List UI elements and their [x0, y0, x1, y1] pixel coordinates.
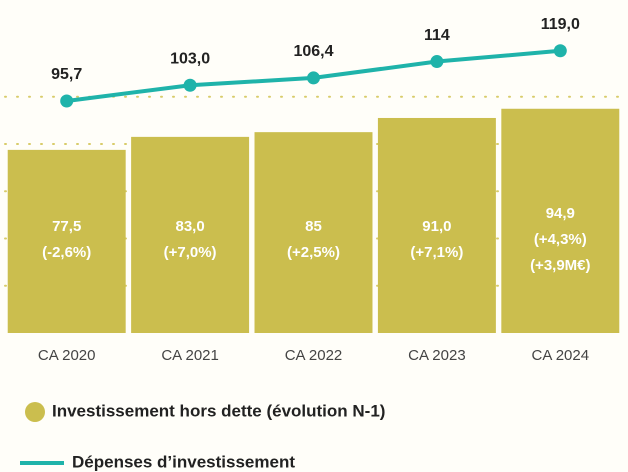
bar-label: (+7,0%) [164, 244, 217, 261]
line-label: 119,0 [541, 16, 580, 33]
bar-label: (+4,3%) [534, 231, 587, 248]
bar-label: 91,0 [422, 218, 451, 235]
bar-label: (+3,9M€) [530, 257, 590, 274]
x-tick-label: CA 2021 [161, 347, 219, 364]
bar-label: (-2,6%) [42, 244, 91, 261]
bar-label: 83,0 [175, 218, 204, 235]
bar [7, 149, 126, 333]
bar-label: (+7,1%) [410, 244, 463, 261]
bar-label: 77,5 [52, 218, 81, 235]
x-tick-label: CA 2024 [532, 347, 590, 364]
bar [501, 108, 620, 333]
line-label: 95,7 [51, 66, 82, 83]
legend-label: Dépenses d’investissement [72, 452, 295, 471]
line-point [307, 71, 320, 85]
line-label: 106,4 [293, 43, 333, 60]
x-tick-label: CA 2023 [408, 347, 466, 364]
bar [131, 136, 250, 333]
line-point [183, 78, 197, 92]
line-label: 103,0 [170, 50, 210, 67]
line-label: 114 [424, 27, 450, 44]
legend-marker [25, 402, 45, 422]
bar [254, 132, 373, 333]
bar-label: 94,9 [546, 205, 575, 222]
bar [377, 117, 496, 334]
bar-label: 85 [305, 218, 322, 235]
x-tick-label: CA 2020 [38, 347, 96, 364]
line-point [60, 94, 74, 108]
legend-label: Investissement hors dette (évolution N-1… [52, 401, 385, 420]
line-point [553, 44, 567, 58]
x-tick-label: CA 2022 [285, 347, 343, 364]
bar-label: (+2,5%) [287, 244, 340, 261]
line-point [430, 55, 444, 69]
